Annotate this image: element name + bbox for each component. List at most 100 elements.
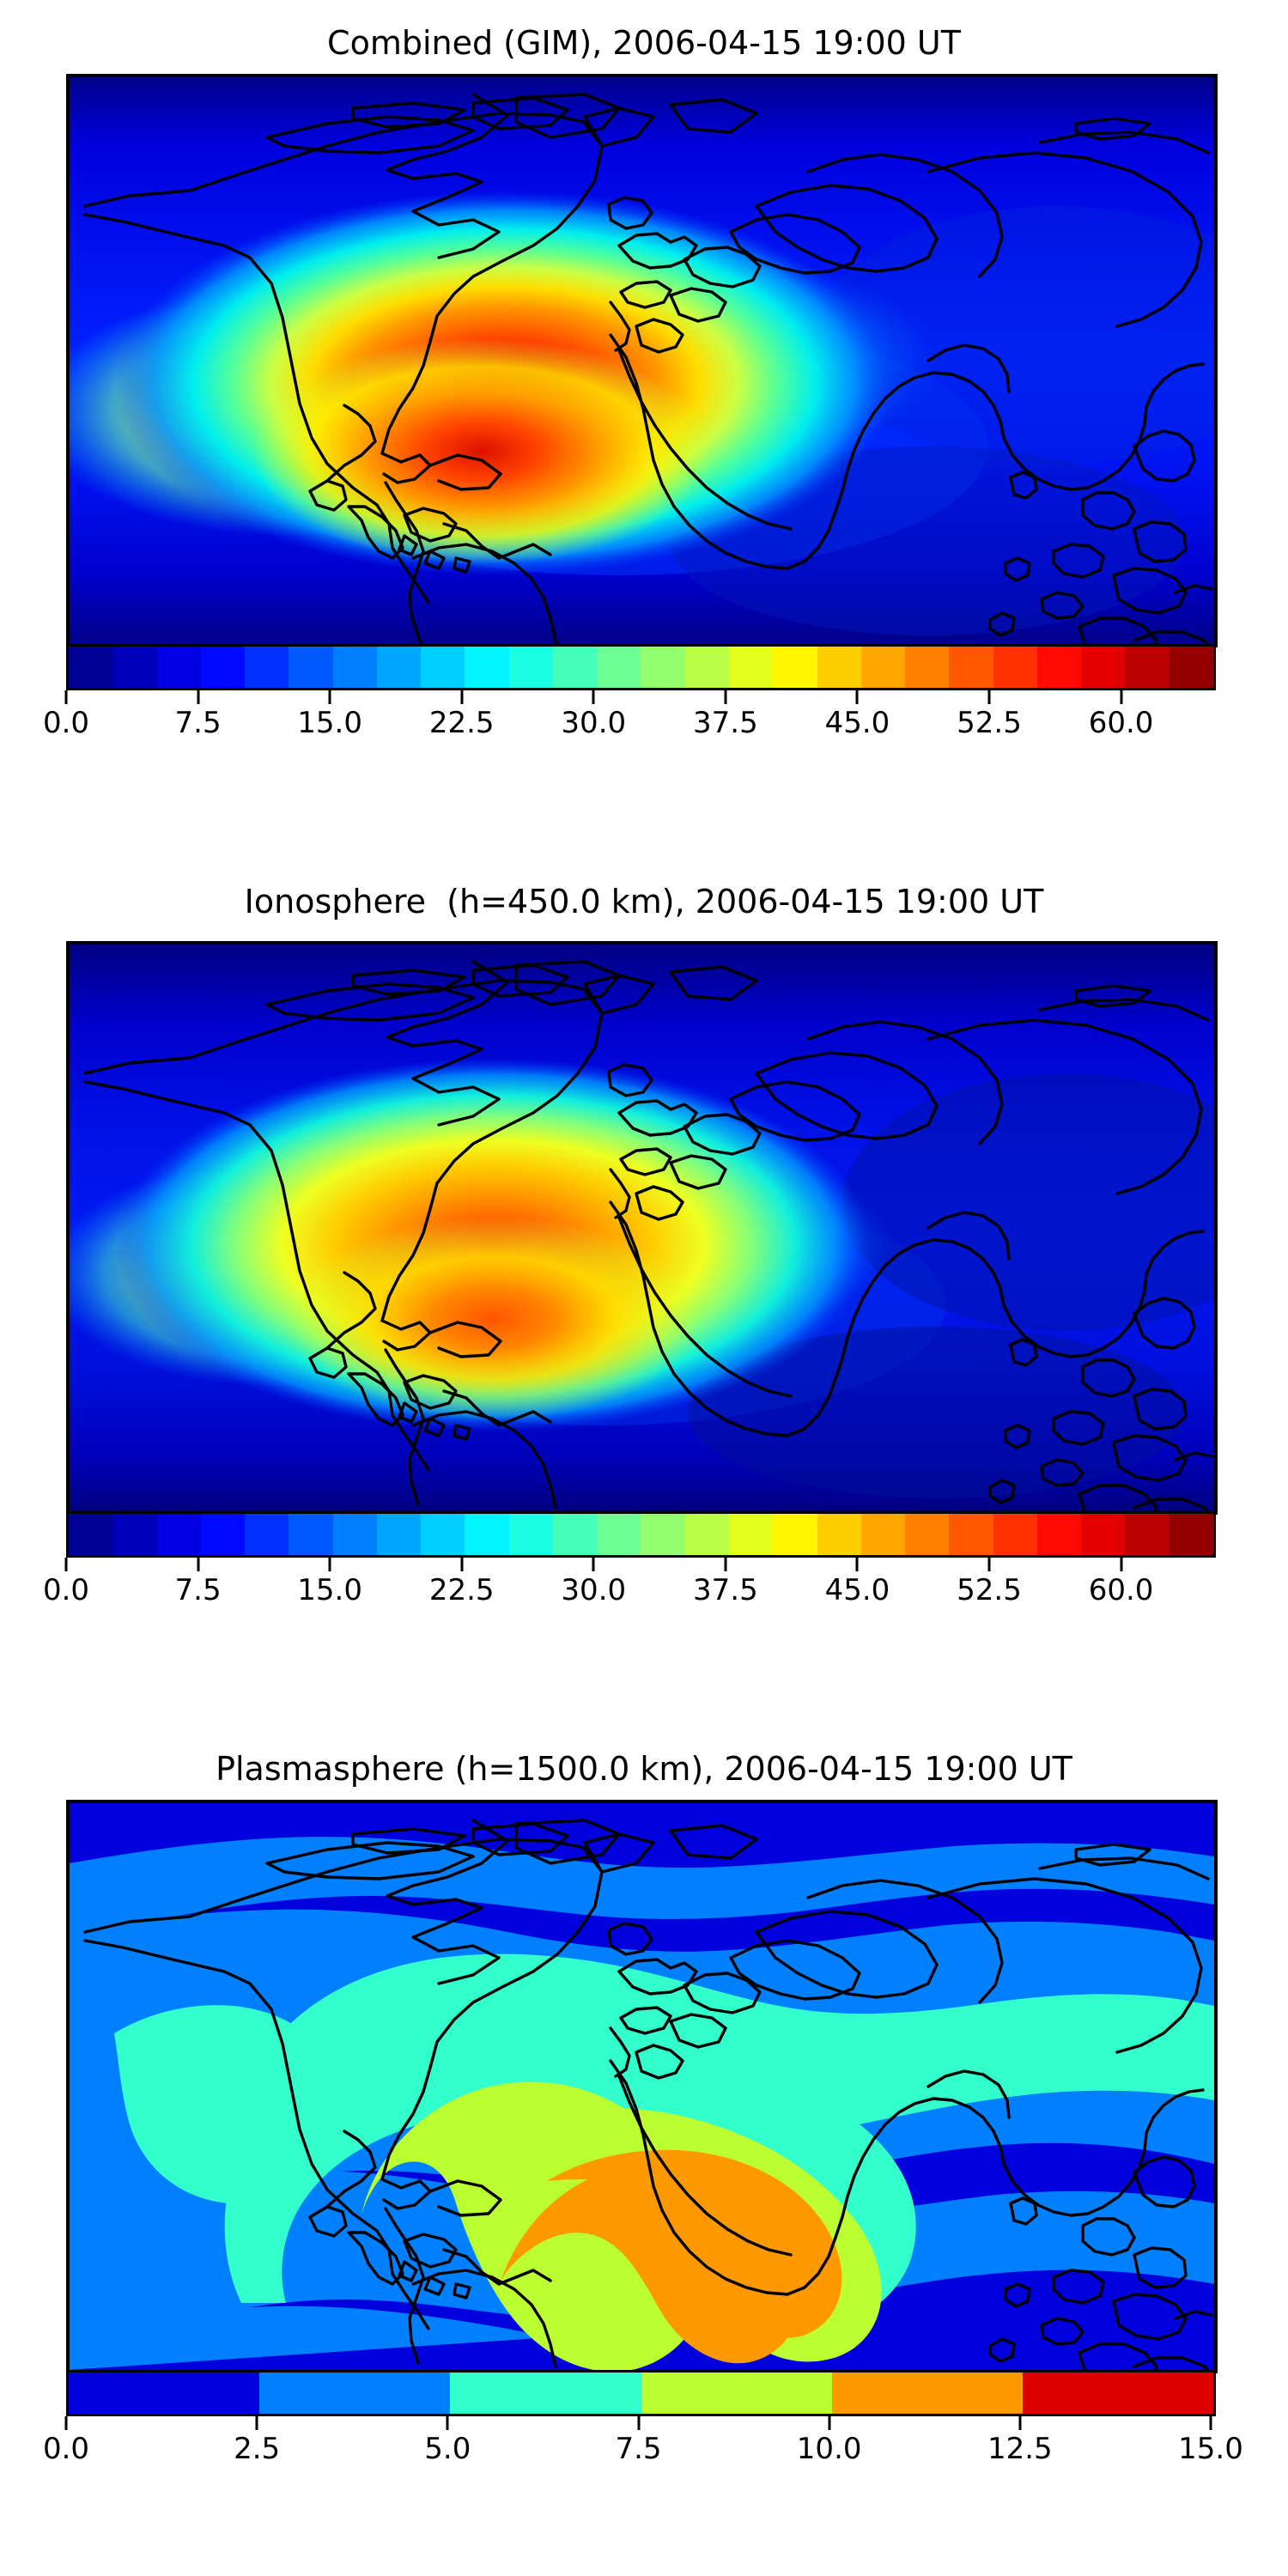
colorbar-swatch — [1169, 647, 1213, 688]
map-axes-ionosphere — [66, 941, 1218, 1515]
colorbar-tick — [328, 1558, 331, 1571]
colorbar-tick-label: 37.5 — [692, 706, 758, 740]
colorbar-swatch — [773, 1514, 817, 1555]
colorbar-ticks-plasmasphere — [64, 2416, 1212, 2430]
colorbar-gradient-plasmasphere — [66, 2370, 1216, 2416]
colorbar-tick — [328, 690, 331, 704]
panel-ionosphere: Ionosphere (h=450.0 km), 2006-04-15 19:0… — [0, 859, 1288, 1726]
colorbar-tick — [255, 2416, 258, 2430]
colorbar-swatch — [641, 1514, 685, 1555]
colorbar-tick — [592, 690, 595, 704]
colorbar-gradient-combined — [66, 644, 1216, 690]
colorbar-tick — [637, 2416, 640, 2430]
colorbar-tick-label: 60.0 — [1088, 1573, 1154, 1607]
colorbar-tick-label: 52.5 — [957, 706, 1022, 740]
colorbar-swatch — [1036, 647, 1082, 688]
colorbar-tick-label: 15.0 — [297, 706, 362, 740]
colorbar-tick-label: 15.0 — [1178, 2432, 1243, 2466]
colorbar-swatch — [465, 1514, 509, 1555]
panel-plasmasphere: Plasmasphere (h=1500.0 km), 2006-04-15 1… — [0, 1726, 1288, 2576]
colorbar-swatch — [1169, 1514, 1213, 1555]
colorbar-swatch — [597, 1514, 641, 1555]
map-axes-combined — [66, 74, 1218, 647]
colorbar-tick-label: 30.0 — [561, 1573, 627, 1607]
colorbar-swatch — [641, 647, 685, 688]
colorbar-tick-label: 15.0 — [297, 1573, 362, 1607]
colorbar-tick — [724, 1558, 727, 1571]
colorbar-tick-label: 45.0 — [824, 1573, 890, 1607]
colorbar-swatch — [289, 1514, 333, 1555]
colorbar-tick — [987, 690, 991, 704]
colorbar-tick — [460, 1558, 464, 1571]
colorbar-swatch — [552, 647, 598, 688]
colorbar-tick-label: 22.5 — [428, 1573, 495, 1607]
colorbar-ionosphere: 0.0 7.5 15.0 22.5 30.0 37.5 45.0 52.5 60.0 — [43, 1511, 1216, 1609]
colorbar-swatch — [949, 647, 993, 688]
colorbar-swatch — [1125, 647, 1170, 688]
colorbar-swatch — [860, 1514, 906, 1555]
colorbar-swatch — [508, 647, 553, 688]
colorbar-swatch — [773, 647, 817, 688]
colorbar-swatch — [1125, 1514, 1170, 1555]
colorbar-swatch — [508, 1514, 553, 1555]
colorbar-swatch — [156, 647, 201, 688]
colorbar-tick — [987, 1558, 991, 1571]
colorbar-tick-label: 7.5 — [174, 1573, 222, 1607]
colorbar-swatch — [1081, 647, 1126, 688]
colorbar-swatch — [817, 1514, 861, 1555]
colorbar-swatch — [597, 647, 641, 688]
colorbar-gradient-ionosphere — [66, 1511, 1216, 1558]
colorbar-tick — [828, 2416, 831, 2430]
tec-contour-combined — [70, 77, 1214, 644]
colorbar-swatch — [993, 1514, 1037, 1555]
colorbar-swatch — [1036, 1514, 1082, 1555]
colorbar-tick — [460, 690, 464, 704]
colorbar-swatch — [245, 1514, 289, 1555]
colorbar-swatch — [1022, 2372, 1213, 2414]
coastlines-combined — [83, 93, 1213, 644]
colorbar-tick — [197, 1558, 200, 1571]
colorbar-labels-combined: 0.0 7.5 15.0 22.5 30.0 37.5 45.0 52.5 60.0 — [43, 704, 1211, 742]
colorbar-swatch — [112, 1514, 157, 1555]
colorbar-swatch — [641, 2372, 832, 2414]
colorbar-swatch — [684, 1514, 729, 1555]
panel-combined: Combined (GIM), 2006-04-15 19:00 UT — [0, 0, 1288, 859]
colorbar-tick — [1120, 1558, 1123, 1571]
colorbar-swatch — [860, 647, 906, 688]
colorbar-swatch — [259, 2372, 451, 2414]
colorbar-swatch — [69, 1514, 113, 1555]
map-canvas-plasmasphere — [70, 1803, 1214, 2370]
colorbar-swatch — [289, 647, 333, 688]
colorbar-labels-plasmasphere: 0.0 2.5 5.0 7.5 10.0 12.5 15.0 — [43, 2430, 1243, 2468]
colorbar-ticks-combined — [64, 690, 1211, 704]
coastlines-ionosphere — [83, 960, 1213, 1511]
colorbar-tick-label: 45.0 — [824, 706, 890, 740]
colorbar-tick — [592, 1558, 595, 1571]
tec-contour-ionosphere — [70, 945, 1214, 1511]
page-title-combined: Combined (GIM), 2006-04-15 19:00 UT — [327, 24, 961, 62]
colorbar-swatch — [817, 647, 861, 688]
colorbar-swatch — [831, 2372, 1023, 2414]
colorbar-swatch — [200, 647, 246, 688]
colorbar-tick — [1209, 2416, 1212, 2430]
colorbar-tick-label: 5.0 — [424, 2432, 471, 2466]
colorbar-tick — [1018, 2416, 1022, 2430]
colorbar-swatch — [905, 647, 950, 688]
colorbar-labels-ionosphere: 0.0 7.5 15.0 22.5 30.0 37.5 45.0 52.5 60.0 — [43, 1571, 1211, 1609]
colorbar-tick-label: 52.5 — [957, 1573, 1022, 1607]
colorbar-swatch — [376, 1514, 422, 1555]
colorbar-tick — [64, 1558, 68, 1571]
colorbar-tick — [855, 690, 859, 704]
colorbar-tick — [197, 690, 200, 704]
colorbar-tick — [446, 2416, 449, 2430]
colorbar-tick-label: 7.5 — [174, 706, 222, 740]
colorbar-swatch — [332, 647, 377, 688]
colorbar-tick-label: 0.0 — [42, 706, 90, 740]
colorbar-tick-label: 0.0 — [42, 1573, 90, 1607]
colorbar-swatch — [450, 2372, 641, 2414]
tec-contour-plasmasphere — [70, 1803, 1214, 2370]
colorbar-swatch — [421, 647, 465, 688]
colorbar-swatch — [728, 647, 774, 688]
colorbar-tick-label: 7.5 — [615, 2432, 662, 2466]
